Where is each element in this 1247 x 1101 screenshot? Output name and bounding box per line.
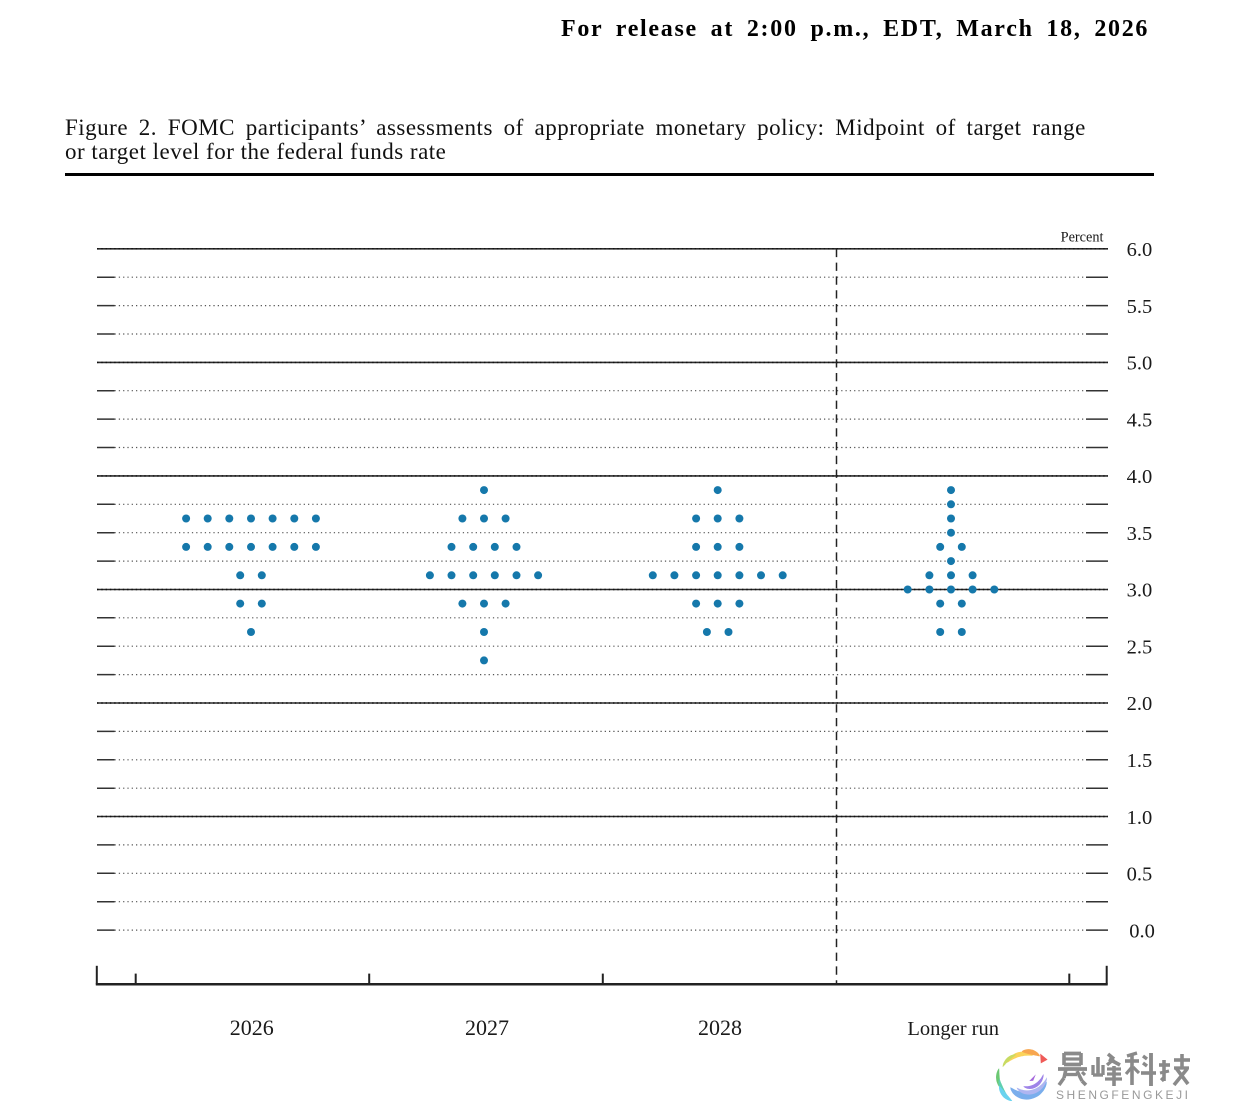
svg-text:6.0 5.5 5.0 4.5 4.0 3.5 3.0 2.: 6.0 5.5 5.0 4.5 4.0 3.5 3.0 2.5 2.0 1.5 … <box>1127 239 1158 942</box>
svg-text:2027: 2027 <box>465 1015 509 1040</box>
svg-text:Longer run: Longer run <box>907 1018 999 1040</box>
svg-text:2026: 2026 <box>230 1015 274 1040</box>
svg-text:Percent: Percent <box>1061 230 1104 246</box>
svg-text:2028: 2028 <box>698 1015 742 1040</box>
